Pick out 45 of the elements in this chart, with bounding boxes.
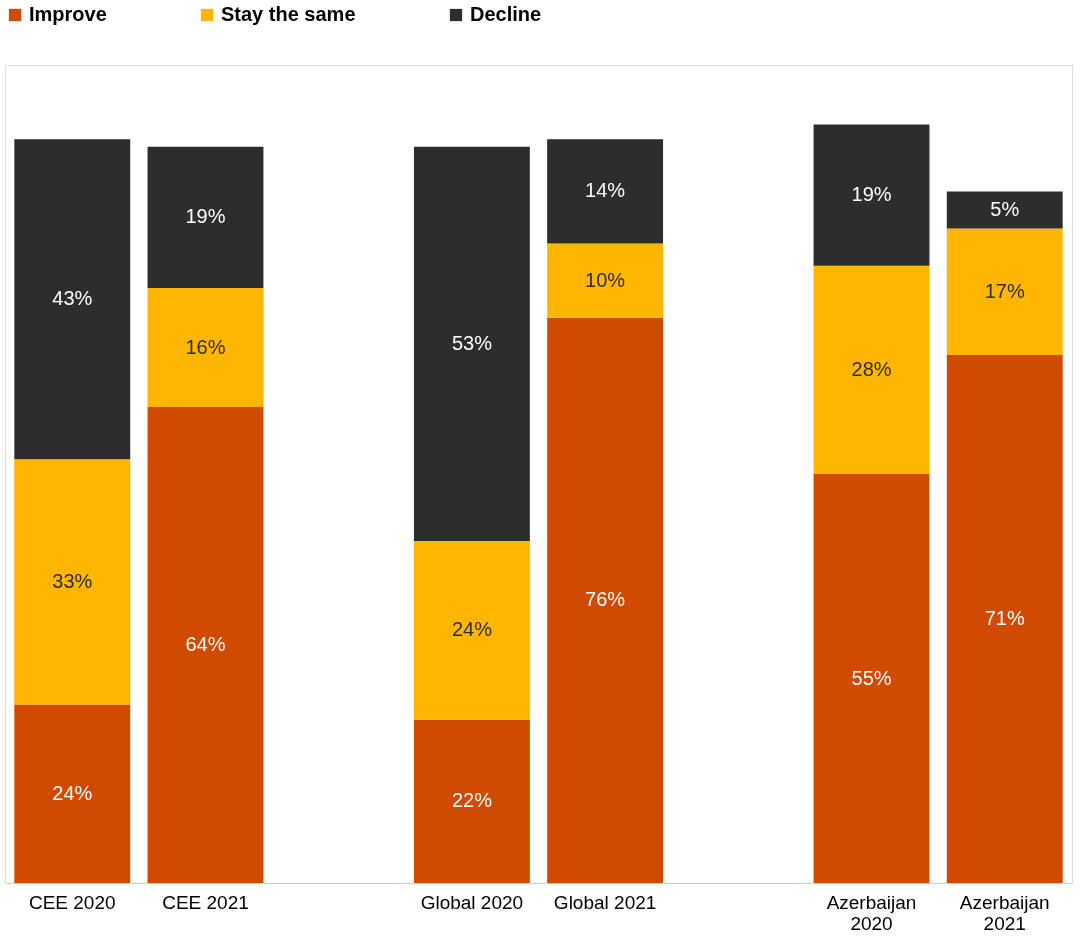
data-label: 16% [185, 335, 226, 358]
bar [813, 265, 930, 474]
data-label: 17% [984, 279, 1025, 302]
bar [413, 146, 530, 541]
bar [147, 288, 264, 408]
data-label: 71% [984, 607, 1025, 630]
data-label: 19% [185, 205, 226, 228]
x-tick-label: Global 2021 [553, 891, 657, 913]
data-label: 55% [851, 666, 892, 689]
bar [547, 243, 664, 318]
bar [14, 459, 131, 705]
x-tick-label: CEE 2020 [28, 891, 116, 913]
bar [813, 474, 930, 883]
bar [413, 540, 530, 720]
bar [14, 704, 131, 883]
data-label: 5% [990, 198, 1020, 221]
bar [413, 719, 530, 883]
bar [547, 139, 664, 244]
bar [946, 191, 1063, 229]
data-label: 24% [451, 618, 493, 641]
x-tick-label: Azerbaijan 2020 [826, 891, 917, 934]
x-tick-label: CEE 2021 [162, 891, 249, 913]
bar [946, 355, 1063, 883]
data-label: 19% [851, 183, 892, 206]
bar [813, 124, 930, 266]
legend-label: Stay the same [221, 3, 356, 25]
data-label: 64% [185, 633, 226, 656]
data-label: 28% [851, 357, 892, 380]
legend-label: Decline [470, 3, 542, 25]
bar [147, 146, 264, 289]
x-tick-label: Global 2020 [420, 891, 524, 913]
data-label: 24% [52, 781, 93, 804]
bar [14, 139, 131, 460]
bar [946, 228, 1063, 356]
legend-label: Improve [29, 3, 107, 25]
data-label: 14% [585, 179, 626, 202]
bar [547, 317, 664, 883]
data-label: 53% [451, 331, 493, 354]
data-label: 22% [451, 789, 493, 812]
data-label: 10% [585, 268, 626, 291]
data-label: 43% [52, 287, 93, 310]
x-tick-label: Azerbaijan 2021 [959, 891, 1050, 934]
bar [147, 407, 264, 883]
data-label: 76% [585, 588, 626, 611]
data-label: 33% [52, 569, 93, 592]
